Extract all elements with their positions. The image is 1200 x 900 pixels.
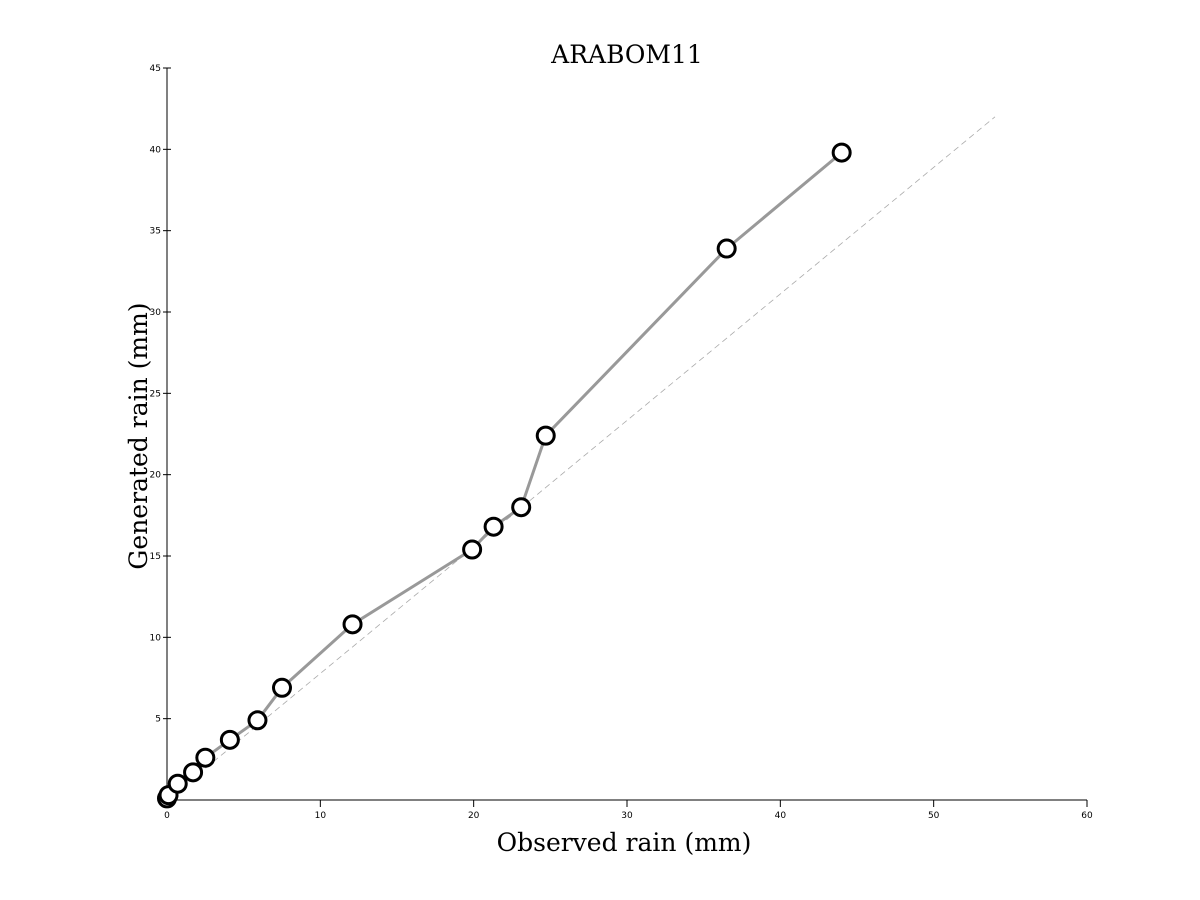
y-tick-label: 20 bbox=[150, 471, 162, 481]
y-tick-label: 5 bbox=[155, 715, 161, 725]
data-point bbox=[511, 497, 532, 518]
y-tick-label: 30 bbox=[150, 308, 162, 318]
reference-line bbox=[166, 116, 996, 801]
reference-line-group bbox=[166, 116, 996, 801]
y-tick-label: 45 bbox=[150, 64, 161, 74]
data-point bbox=[462, 539, 483, 560]
data-point bbox=[483, 516, 504, 537]
x-tick-label: 30 bbox=[621, 811, 633, 821]
data-point bbox=[535, 425, 556, 446]
x-tick-label: 60 bbox=[1081, 811, 1093, 821]
series-line-group bbox=[165, 151, 844, 800]
x-tick-label: 0 bbox=[164, 811, 170, 821]
x-tick-label: 20 bbox=[468, 811, 480, 821]
x-axis-label: Observed rain (mm) bbox=[497, 828, 752, 857]
data-point bbox=[247, 710, 268, 731]
data-point bbox=[831, 142, 852, 163]
y-tick-label: 25 bbox=[150, 389, 161, 399]
data-point bbox=[167, 773, 188, 794]
axes: 0 10 20 30 40 50 60 5 10 15 20 25 30 35 40 45 bbox=[150, 64, 1093, 821]
y-axis-label: Generated rain (mm) bbox=[124, 302, 153, 569]
data-point bbox=[716, 238, 737, 259]
markers-group bbox=[157, 142, 852, 809]
data-point bbox=[342, 614, 363, 635]
x-tick-label: 50 bbox=[928, 811, 940, 821]
data-point bbox=[195, 747, 216, 768]
x-tick-label: 10 bbox=[315, 811, 327, 821]
series-line bbox=[165, 151, 844, 800]
y-tick-label: 15 bbox=[150, 552, 161, 562]
data-point bbox=[219, 729, 240, 750]
y-tick-label: 40 bbox=[150, 145, 162, 155]
y-tick-label: 35 bbox=[150, 227, 161, 237]
x-tick-label: 40 bbox=[775, 811, 787, 821]
chart-title: ARABOM11 bbox=[550, 40, 703, 69]
y-tick-label: 10 bbox=[150, 633, 162, 643]
data-point bbox=[183, 762, 204, 783]
data-point bbox=[272, 677, 292, 698]
